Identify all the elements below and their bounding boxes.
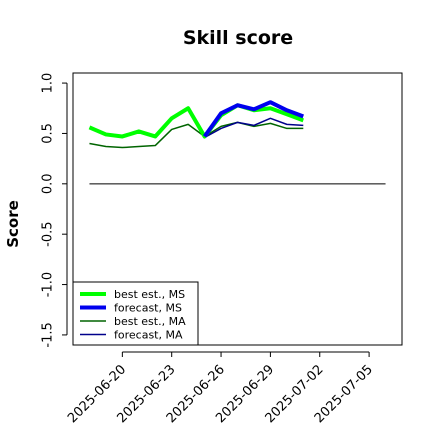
y-tick-label: 0.5 xyxy=(41,123,56,144)
y-tick-label: 1.0 xyxy=(41,73,56,94)
y-axis-title: Score xyxy=(4,200,22,248)
series-line xyxy=(88,103,304,139)
legend-label: forecast, MA xyxy=(114,328,183,341)
y-tick-label: -0.5 xyxy=(41,221,56,246)
series-line xyxy=(89,121,304,149)
chart-title: Skill score xyxy=(183,27,293,49)
series-line xyxy=(204,117,304,139)
y-tick-label: -1.5 xyxy=(41,322,56,347)
y-tick-label: 0.0 xyxy=(41,173,56,194)
legend-label: best est., MS xyxy=(114,288,185,301)
legend-label: best est., MA xyxy=(114,315,186,328)
legend-label: forecast, MS xyxy=(114,301,182,314)
y-axis: 1.0 0.5 0.0 -0.5 -1.0 -1.5 xyxy=(41,73,68,348)
y-tick-label: -1.0 xyxy=(41,272,56,297)
plot-frame xyxy=(72,72,403,346)
series-layer xyxy=(88,100,304,149)
x-axis: 2025-06-202025-06-232025-06-262025-06-29… xyxy=(65,351,376,426)
series-line xyxy=(202,100,304,138)
